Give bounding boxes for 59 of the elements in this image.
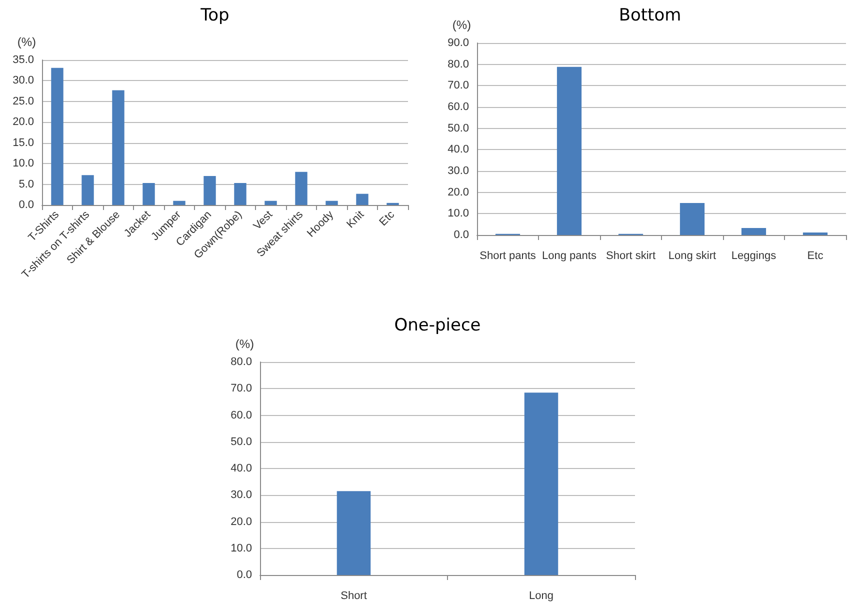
bar bbox=[142, 183, 155, 205]
x-tick-label: Long pants bbox=[542, 250, 597, 262]
y-tick-label: 40.0 bbox=[230, 462, 252, 474]
y-tick-label: 0.0 bbox=[18, 199, 34, 211]
y-tick-label: 20.0 bbox=[12, 116, 34, 128]
x-tick-label: Long skirt bbox=[668, 250, 716, 262]
x-tick-label: Short pants bbox=[480, 250, 536, 262]
y-tick-label: 60.0 bbox=[230, 409, 252, 422]
x-tick-label: Etc bbox=[377, 208, 398, 228]
y-tick-label: 10.0 bbox=[230, 542, 252, 554]
y-tick-label: 80.0 bbox=[448, 58, 469, 70]
y-tick-label: 50.0 bbox=[230, 436, 252, 448]
bar bbox=[326, 200, 338, 205]
y-axis-title: (%) bbox=[17, 35, 36, 49]
x-tick-label: Etc bbox=[807, 250, 824, 262]
bar bbox=[82, 175, 94, 205]
x-tick-label: Vest bbox=[251, 208, 275, 232]
y-tick-label: 30.0 bbox=[12, 74, 34, 87]
bar bbox=[741, 228, 766, 235]
y-tick-label: 90.0 bbox=[448, 37, 469, 49]
bar bbox=[204, 176, 216, 205]
bar bbox=[295, 172, 308, 205]
bar bbox=[264, 200, 277, 205]
y-tick-label: 20.0 bbox=[230, 516, 252, 528]
bar bbox=[556, 66, 582, 235]
x-tick-label: Short skirt bbox=[606, 250, 656, 262]
y-tick-label: 50.0 bbox=[448, 122, 469, 134]
x-tick-label: Short bbox=[340, 590, 367, 602]
bar bbox=[802, 232, 828, 235]
y-tick-label: 60.0 bbox=[448, 101, 469, 113]
bar bbox=[356, 194, 368, 205]
y-tick-label: 70.0 bbox=[448, 80, 469, 92]
y-tick-label: 10.0 bbox=[448, 208, 469, 220]
y-tick-label: 0.0 bbox=[236, 569, 252, 581]
y-tick-label: 0.0 bbox=[454, 229, 469, 241]
y-tick-label: 30.0 bbox=[230, 489, 252, 502]
y-tick-label: 20.0 bbox=[448, 186, 469, 198]
y-tick-label: 25.0 bbox=[12, 95, 34, 108]
x-tick-label: Leggings bbox=[731, 250, 777, 262]
chart-title: Bottom bbox=[618, 6, 682, 26]
bar bbox=[173, 200, 186, 205]
y-tick-label: 30.0 bbox=[448, 165, 469, 177]
y-axis-title: (%) bbox=[452, 18, 471, 32]
bar bbox=[51, 68, 64, 205]
x-tick-label: Long bbox=[529, 590, 554, 602]
y-tick-label: 15.0 bbox=[12, 136, 34, 149]
y-tick-label: 80.0 bbox=[230, 356, 252, 368]
chart-title: Top bbox=[200, 6, 230, 26]
y-tick-label: 40.0 bbox=[448, 144, 469, 156]
bar bbox=[234, 183, 246, 205]
chart-title: One-piece bbox=[394, 316, 481, 336]
y-tick-label: 35.0 bbox=[12, 54, 34, 66]
bar bbox=[112, 90, 124, 205]
bar bbox=[680, 203, 705, 235]
y-tick-label: 10.0 bbox=[12, 158, 34, 170]
y-tick-label: 5.0 bbox=[18, 178, 34, 190]
x-tick-label: Knit bbox=[344, 208, 366, 231]
y-axis-title: (%) bbox=[235, 337, 254, 351]
y-tick-label: 70.0 bbox=[230, 382, 252, 395]
